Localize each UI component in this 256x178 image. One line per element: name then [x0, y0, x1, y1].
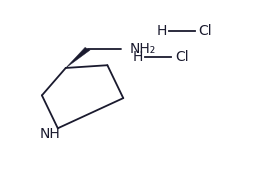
Text: H: H [156, 24, 167, 38]
Polygon shape [66, 47, 90, 68]
Text: Cl: Cl [175, 50, 188, 64]
Text: NH₂: NH₂ [129, 42, 155, 56]
Text: H: H [133, 50, 143, 64]
Text: Cl: Cl [199, 24, 212, 38]
Text: NH: NH [39, 127, 60, 141]
